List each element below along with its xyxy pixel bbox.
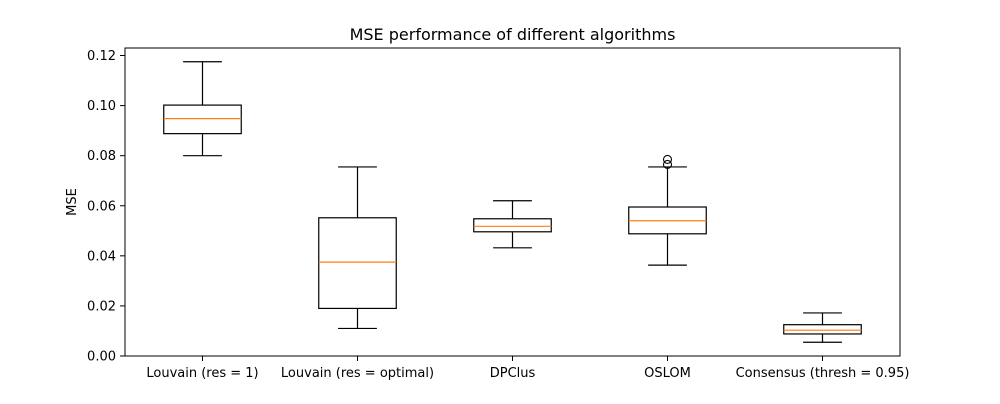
x-tick-label: Consensus (thresh = 0.95) <box>736 366 910 381</box>
x-tick-label: Louvain (res = optimal) <box>281 366 434 381</box>
box <box>473 218 552 233</box>
outlier-point <box>662 159 673 169</box>
y-tick-label: 0.02 <box>87 299 116 314</box>
box <box>318 217 397 310</box>
y-tick-label: 0.00 <box>87 350 116 365</box>
y-tick-label: 0.10 <box>87 99 116 114</box>
box <box>783 324 862 335</box>
x-tick-label: OSLOM <box>644 366 691 381</box>
x-tick-label: Louvain (res = 1) <box>146 366 258 381</box>
y-tick-label: 0.12 <box>87 49 116 64</box>
plot-area: 0.00 0.02 0.04 0.06 0.08 0.10 0.12 Louvain (res… <box>87 47 910 381</box>
y-tick-label: 0.08 <box>87 149 116 164</box>
x-tick-label: DPClus <box>490 366 536 381</box>
outlier-point <box>662 154 673 164</box>
y-axis-label: MSE <box>65 188 80 216</box>
chart-title: MSE performance of different algorithms <box>350 25 676 44</box>
y-tick-label: 0.06 <box>87 199 116 214</box>
y-tick-label: 0.04 <box>87 249 116 264</box>
box <box>163 104 242 135</box>
